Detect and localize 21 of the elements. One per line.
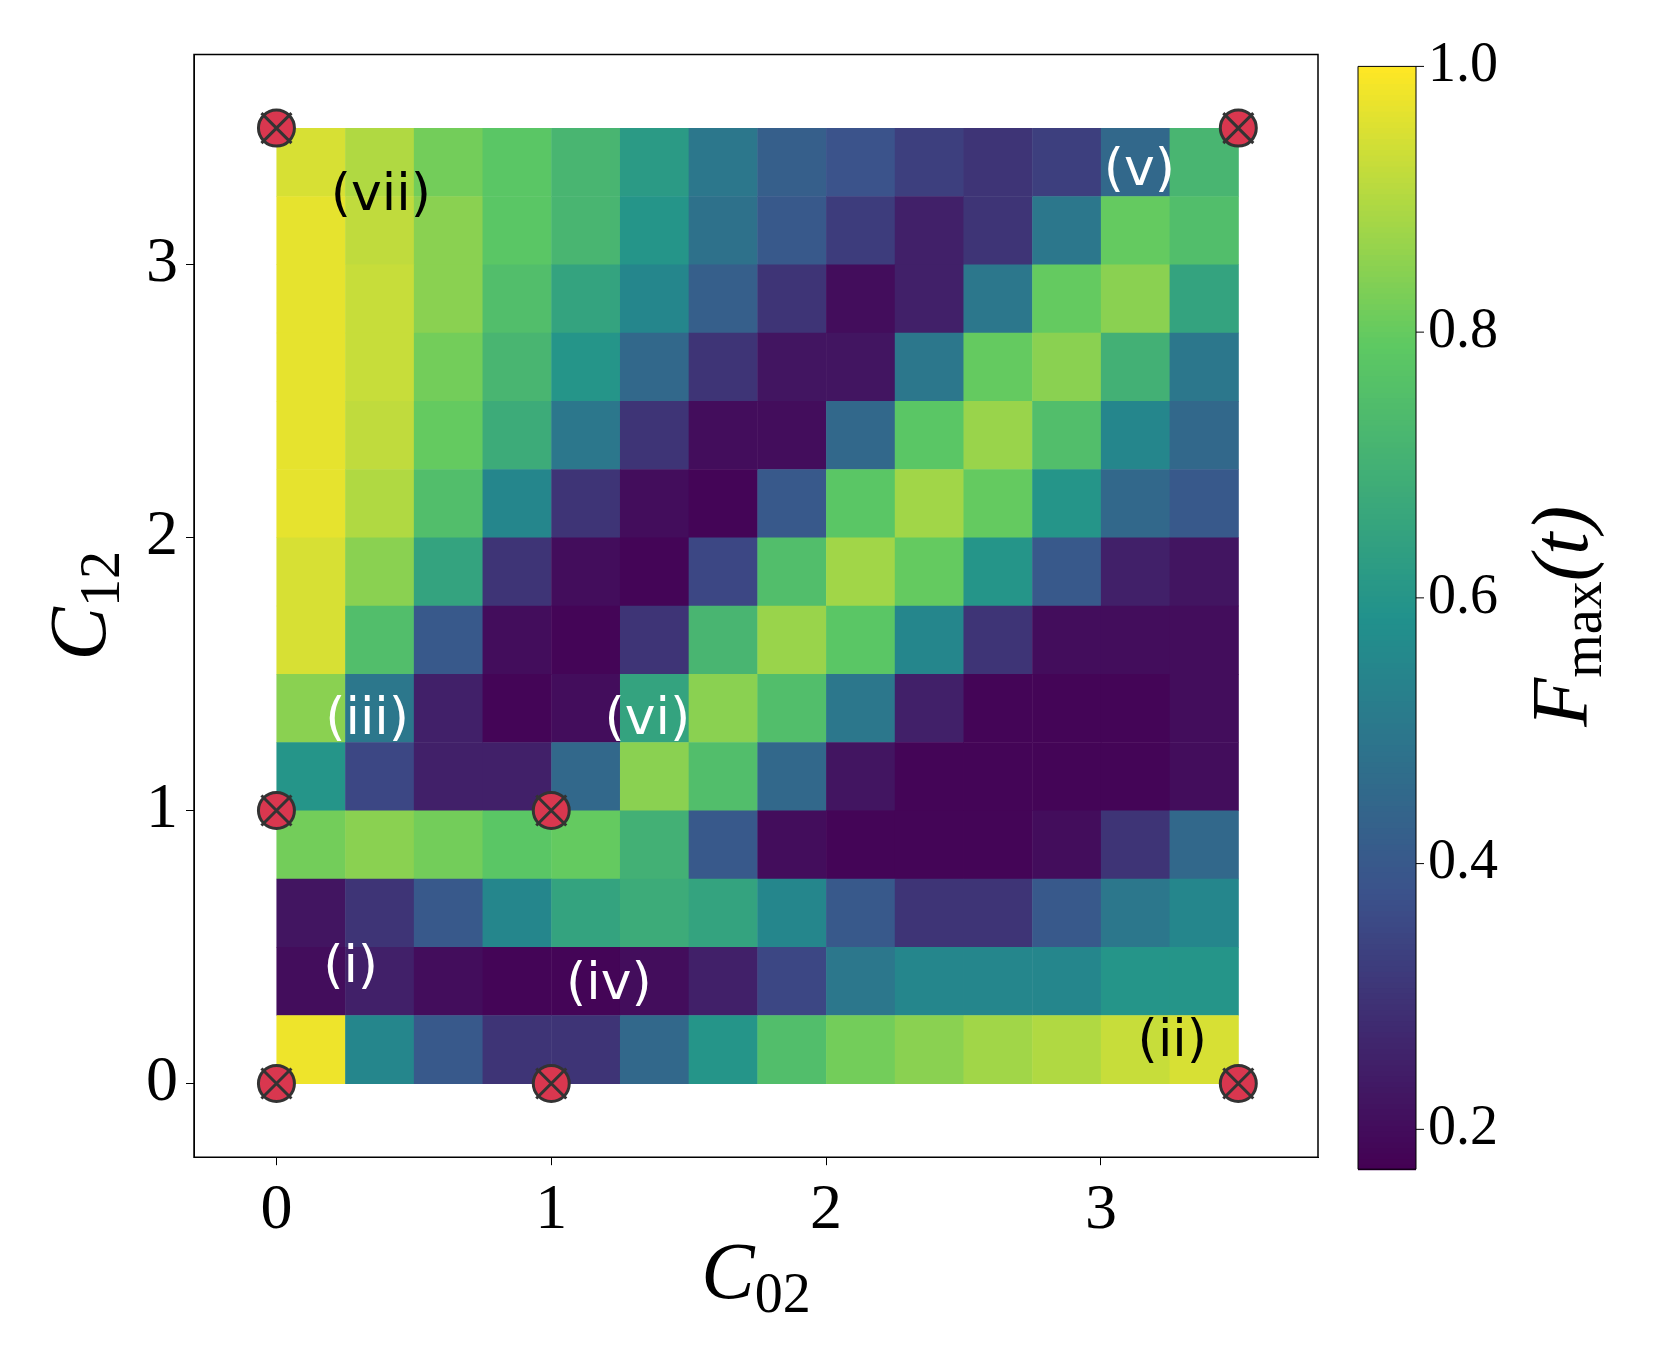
x-tick-label: 2 [810,1171,843,1243]
annotation: (i) [323,934,379,995]
y-tick-label: 3 [146,224,178,296]
annotation: (iii) [325,685,410,746]
y-tick-label: 0 [146,1043,178,1115]
color-bar-label: 0.2 [1428,1094,1498,1157]
color-bar-label: 0.8 [1428,296,1498,359]
color-bar-label: 0.6 [1428,562,1498,625]
annotation: (vii) [330,161,431,222]
annotation: (ii) [1137,1008,1208,1069]
y-axis-title: C12 [34,551,131,661]
annotation: (iv) [566,950,652,1011]
x-tick-label: 0 [260,1171,293,1243]
color-bar-label: 0.4 [1428,828,1498,891]
annotation: (v) [1103,137,1176,198]
x-tick-label: 3 [1084,1171,1117,1243]
y-tick-label: 2 [146,497,178,569]
y-tick-label: 1 [146,770,178,842]
x-tick-label: 1 [535,1171,568,1243]
color-bar-label: 1.0 [1428,31,1498,94]
color-bar-title: Fmax(t) [1516,505,1613,728]
